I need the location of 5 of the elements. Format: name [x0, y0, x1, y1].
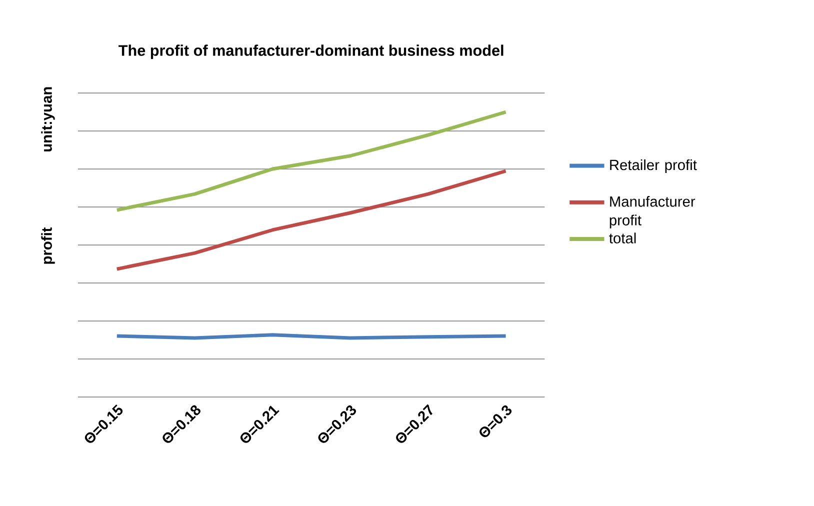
chart-title: The profit of manufacturer-dominant business model — [118, 44, 504, 59]
y-axis-title: profit — [41, 227, 55, 264]
text: unit:yuan — [41, 87, 55, 152]
legend-label: Retailer profit — [610, 159, 697, 174]
legend-label: total — [609, 232, 636, 244]
